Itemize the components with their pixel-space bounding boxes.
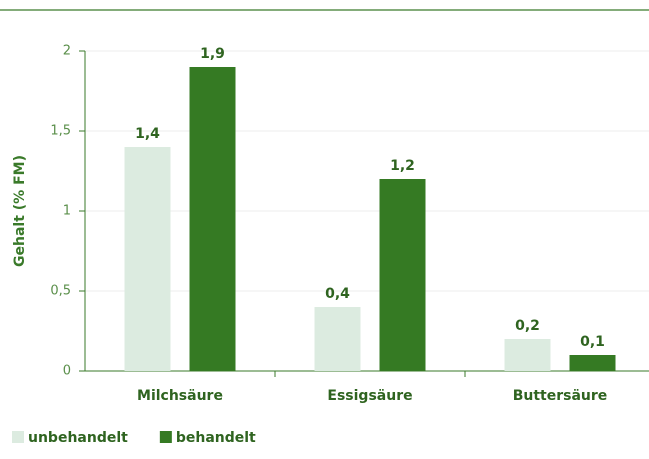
y-axis-label: Gehalt (% FM) (12, 155, 28, 267)
value-label: 1,2 (390, 158, 415, 174)
y-tick-label: 1 (63, 204, 71, 219)
bar (504, 339, 551, 371)
value-label: 1,9 (200, 46, 225, 62)
bar (569, 355, 616, 371)
value-label: 0,2 (515, 318, 540, 334)
value-label: 0,1 (580, 334, 605, 350)
value-label: 1,4 (135, 126, 160, 142)
bar (379, 179, 426, 371)
y-tick-label: 2 (63, 44, 71, 59)
value-label: 0,4 (325, 286, 350, 302)
x-tick-label: Essigsäure (327, 388, 412, 404)
legend-label: unbehandelt (28, 430, 128, 446)
legend-swatch (159, 431, 172, 443)
legend-label: behandelt (176, 430, 256, 446)
bar (124, 147, 171, 371)
x-tick-label: Milchsäure (137, 388, 223, 404)
y-tick-label: 0 (63, 364, 71, 379)
y-tick-label: 1,5 (50, 124, 71, 139)
legend-swatch (12, 431, 24, 443)
y-tick-label: 0,5 (50, 284, 71, 299)
bar (314, 307, 361, 371)
bar (189, 67, 236, 371)
x-tick-label: Buttersäure (513, 388, 608, 404)
